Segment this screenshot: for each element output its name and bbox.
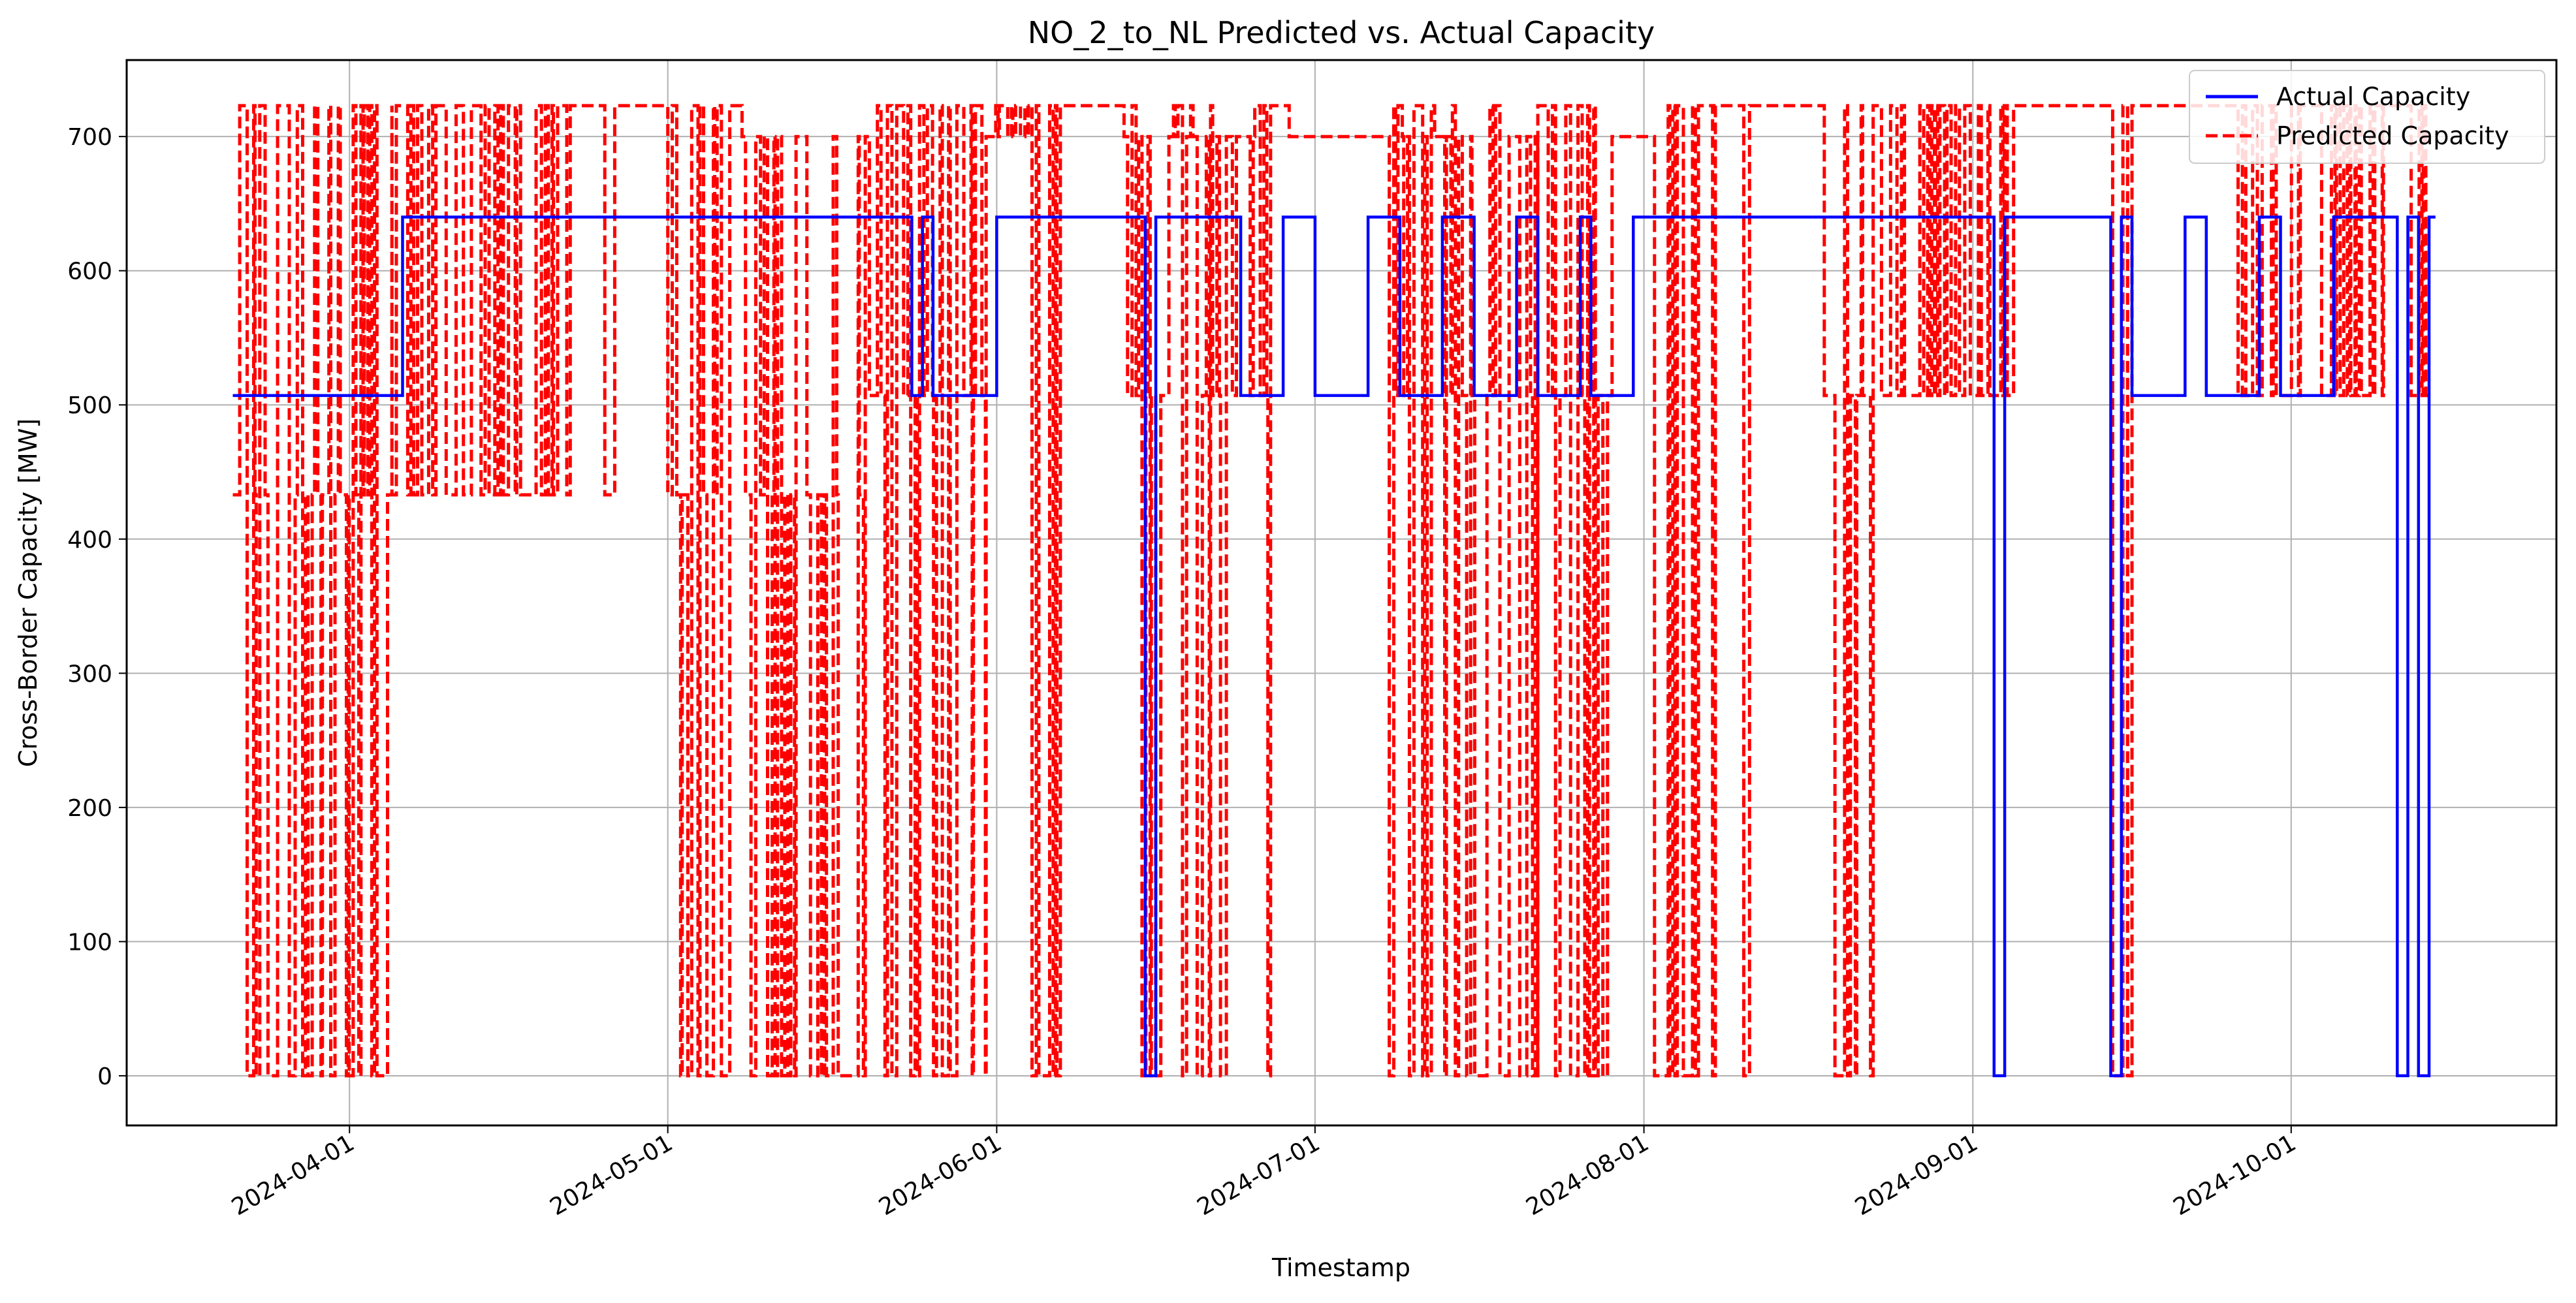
chart-title: NO_2_to_NL Predicted vs. Actual Capacity xyxy=(1028,15,1655,50)
legend-label-actual: Actual Capacity xyxy=(2276,82,2470,111)
series-layer xyxy=(232,104,2436,1078)
y-tick-label: 200 xyxy=(67,795,112,822)
y-tick-label: 100 xyxy=(67,929,112,956)
series-actual-capacity xyxy=(232,215,2436,1078)
y-axis: 0 100 200 300 400 500 600 700 xyxy=(67,124,127,1090)
legend: Actual Capacity Predicted Capacity xyxy=(2189,70,2545,164)
legend-label-predicted: Predicted Capacity xyxy=(2276,121,2509,150)
y-axis-title: Cross-Border Capacity [MW] xyxy=(14,418,42,767)
y-tick-label: 300 xyxy=(67,661,112,687)
y-tick-label: 600 xyxy=(67,259,112,285)
legend-box xyxy=(2189,70,2545,164)
x-axis-title: Timestamp xyxy=(1271,1253,1410,1282)
y-tick-label: 500 xyxy=(67,392,112,419)
y-tick-label: 0 xyxy=(97,1063,112,1090)
plot-frame xyxy=(125,59,2558,1127)
y-tick-label: 700 xyxy=(67,124,112,151)
y-tick-label: 400 xyxy=(67,527,112,554)
